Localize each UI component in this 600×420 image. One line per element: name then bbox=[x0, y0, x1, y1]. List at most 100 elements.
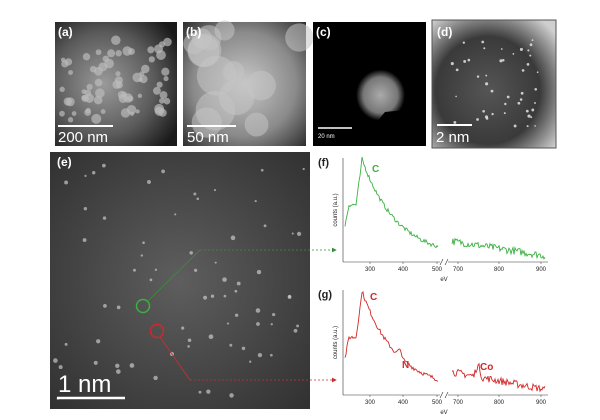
edge-label: N bbox=[402, 360, 409, 371]
dot bbox=[161, 67, 170, 76]
dot bbox=[181, 326, 185, 330]
panel-label: (e) bbox=[57, 155, 72, 169]
dot bbox=[463, 59, 467, 63]
dot bbox=[68, 70, 74, 76]
dot bbox=[455, 95, 457, 98]
panel-label: (c) bbox=[316, 25, 331, 39]
dot bbox=[208, 334, 214, 340]
dot bbox=[270, 353, 273, 357]
dot bbox=[189, 251, 193, 255]
dot bbox=[103, 303, 107, 308]
dot bbox=[246, 70, 276, 101]
dot bbox=[93, 360, 98, 365]
dot bbox=[71, 111, 77, 116]
dot bbox=[102, 163, 106, 168]
dot bbox=[213, 189, 217, 192]
dot bbox=[296, 324, 300, 328]
dot bbox=[100, 109, 106, 114]
dot bbox=[116, 369, 121, 374]
dot bbox=[67, 117, 74, 123]
dot bbox=[534, 125, 536, 127]
panel-label: (a) bbox=[58, 25, 73, 39]
dot bbox=[153, 375, 158, 381]
dot bbox=[302, 167, 305, 171]
dot bbox=[135, 109, 140, 114]
dot bbox=[95, 88, 105, 98]
dot bbox=[107, 49, 116, 58]
dot bbox=[59, 110, 65, 117]
dot bbox=[194, 268, 198, 272]
dot bbox=[163, 76, 169, 82]
dot bbox=[241, 346, 246, 351]
dot bbox=[85, 107, 91, 114]
dot bbox=[133, 268, 136, 272]
dot bbox=[476, 75, 480, 78]
region-marker-green bbox=[135, 298, 151, 314]
dot bbox=[229, 343, 233, 347]
dot bbox=[93, 95, 103, 105]
particles-a bbox=[59, 35, 172, 124]
dot bbox=[534, 88, 538, 91]
dot bbox=[163, 37, 172, 47]
dot bbox=[147, 46, 155, 54]
particle-c bbox=[342, 55, 412, 128]
dot bbox=[476, 118, 479, 121]
dot bbox=[257, 353, 263, 358]
axis-break bbox=[439, 258, 449, 266]
scale-text: 1 nm bbox=[58, 371, 111, 398]
region-marker-red bbox=[149, 323, 165, 339]
dot bbox=[158, 108, 167, 117]
dot bbox=[65, 97, 75, 107]
dot bbox=[453, 120, 457, 124]
dot bbox=[270, 323, 273, 326]
dot bbox=[206, 389, 211, 394]
scale-text: 2 nm bbox=[436, 129, 469, 146]
dot bbox=[536, 71, 539, 74]
dot bbox=[147, 179, 151, 184]
dot bbox=[504, 102, 507, 106]
dot bbox=[123, 93, 133, 103]
dot bbox=[196, 197, 200, 201]
dot bbox=[260, 168, 264, 172]
dot bbox=[526, 63, 530, 66]
dot bbox=[500, 48, 503, 50]
connector bbox=[147, 249, 201, 302]
panel-label: (g) bbox=[318, 289, 332, 301]
dot bbox=[156, 81, 163, 88]
dot bbox=[191, 107, 222, 138]
dot bbox=[531, 108, 535, 112]
dot bbox=[263, 224, 267, 228]
dot bbox=[503, 112, 506, 115]
dot bbox=[519, 98, 523, 101]
dot bbox=[481, 40, 485, 44]
panel-label: (f) bbox=[318, 157, 329, 169]
scale-text: 20 nm bbox=[318, 134, 335, 140]
dot bbox=[520, 91, 524, 95]
dot bbox=[285, 23, 314, 52]
dot bbox=[86, 83, 93, 91]
dot bbox=[64, 180, 69, 185]
dot bbox=[249, 360, 252, 363]
spectrum-trace bbox=[451, 362, 546, 393]
dot bbox=[174, 213, 177, 216]
x-tick-label: 300 bbox=[365, 400, 376, 406]
dot bbox=[226, 322, 230, 325]
dot bbox=[256, 269, 262, 275]
dot bbox=[53, 358, 58, 363]
dot bbox=[111, 35, 121, 45]
dot bbox=[203, 295, 208, 300]
dot bbox=[159, 91, 168, 100]
x-tick-label: 500 bbox=[432, 267, 443, 273]
axis-break bbox=[439, 391, 449, 399]
dot bbox=[485, 74, 488, 77]
dot bbox=[499, 59, 503, 63]
dot bbox=[482, 109, 485, 113]
scale-text: 50 nm bbox=[187, 129, 229, 146]
dot bbox=[485, 82, 489, 86]
dot bbox=[156, 50, 166, 60]
dot bbox=[223, 294, 227, 298]
dot bbox=[501, 58, 505, 62]
dot bbox=[141, 64, 150, 74]
dot bbox=[154, 268, 158, 271]
dot bbox=[115, 71, 121, 77]
